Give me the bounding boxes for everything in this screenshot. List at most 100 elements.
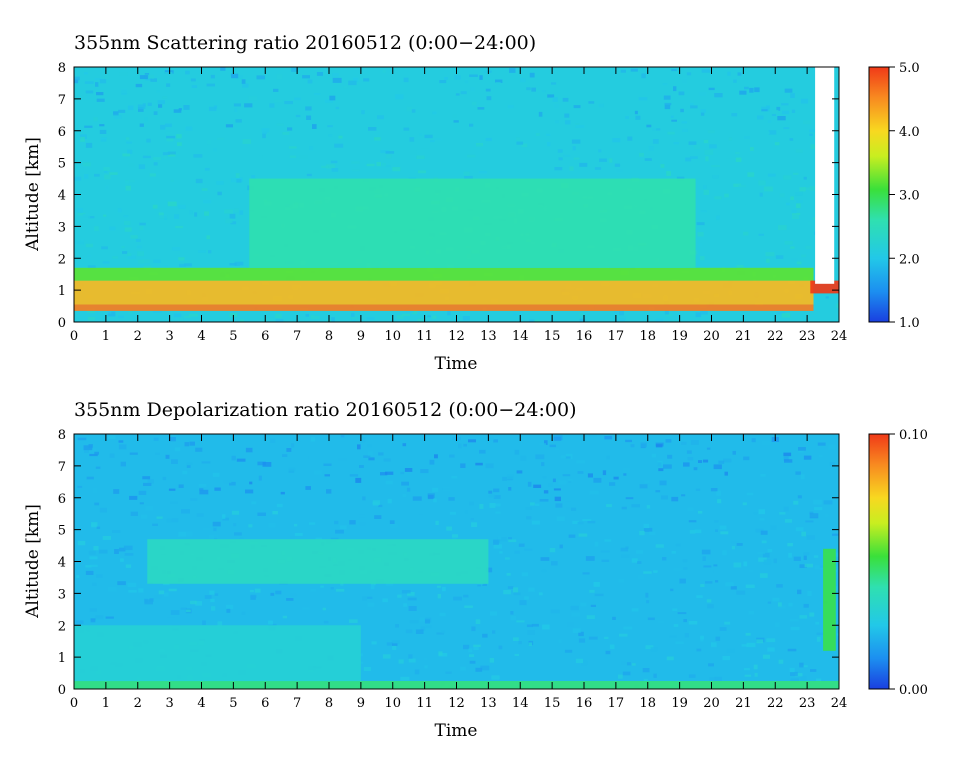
heatmap-speckle: [775, 255, 784, 259]
heatmap-speckle: [662, 557, 667, 561]
heatmap-speckle: [794, 191, 803, 196]
heatmap-speckle: [803, 552, 810, 556]
heatmap-speckle: [460, 666, 466, 671]
heatmap-speckle: [127, 582, 137, 587]
heatmap-speckle: [335, 588, 345, 592]
colorbar-tick-label: 3.0: [899, 189, 920, 204]
heatmap-speckle: [312, 124, 317, 129]
heatmap-speckle: [555, 503, 563, 508]
heatmap-speckle: [320, 585, 324, 588]
heatmap-speckle: [236, 458, 246, 462]
heatmap-speckle: [120, 558, 124, 562]
heatmap-speckle: [833, 552, 839, 557]
heatmap-speckle: [257, 461, 266, 466]
heatmap-speckle: [779, 193, 785, 198]
heatmap-speckle: [636, 550, 643, 554]
heatmap-speckle: [163, 156, 167, 159]
heatmap-speckle: [204, 595, 212, 599]
heatmap-speckle: [275, 313, 282, 319]
heatmap-speckle: [643, 523, 650, 529]
heatmap-speckle: [725, 582, 734, 587]
y-tick-label: 4: [58, 556, 66, 571]
heatmap-speckle: [653, 673, 657, 678]
heatmap-speckle: [289, 155, 297, 158]
heatmap-speckle: [665, 439, 672, 443]
heatmap-speckle: [353, 77, 359, 82]
heatmap-speckle: [74, 76, 80, 81]
y-tick-label: 7: [58, 93, 66, 108]
heatmap-speckle: [684, 633, 689, 638]
heatmap-speckle: [294, 97, 301, 101]
heatmap-speckle: [695, 312, 702, 318]
heatmap-speckle: [463, 443, 467, 447]
heatmap-speckle: [639, 152, 644, 157]
heatmap-speckle: [755, 528, 764, 533]
heatmap-speckle: [649, 531, 656, 535]
heatmap-speckle: [509, 68, 516, 73]
heatmap-speckle: [137, 251, 144, 257]
heatmap-speckle: [706, 599, 712, 603]
heatmap-speckle: [513, 587, 519, 593]
heatmap-speckle: [125, 185, 131, 191]
heatmap-speckle: [735, 157, 742, 162]
heatmap-speckle: [507, 586, 514, 589]
heatmap-speckle: [184, 315, 191, 318]
heatmap-speckle: [334, 143, 344, 148]
heatmap-speckle: [738, 184, 746, 188]
heatmap-speckle: [625, 497, 634, 500]
heatmap-speckle: [806, 535, 815, 540]
heatmap-speckle: [569, 166, 574, 171]
heatmap-speckle: [362, 496, 366, 501]
heatmap-speckle: [403, 127, 410, 131]
heatmap-speckle: [282, 132, 290, 135]
heatmap-speckle: [623, 626, 633, 630]
heatmap-speckle: [136, 245, 142, 249]
heatmap-speckle: [412, 496, 422, 501]
heatmap-speckle: [423, 657, 427, 660]
heatmap-speckle: [694, 144, 700, 150]
heatmap-speckle: [153, 437, 159, 441]
heatmap-speckle: [573, 105, 581, 109]
heatmap-speckle: [260, 318, 268, 322]
heatmap-speckle: [673, 624, 679, 627]
heatmap-speckle: [731, 541, 739, 544]
heatmap-speckle: [248, 96, 257, 101]
heatmap-speckle: [527, 630, 535, 635]
heatmap-speckle: [650, 647, 658, 652]
heatmap-speckle: [179, 318, 184, 322]
heatmap-speckle: [514, 550, 520, 554]
x-tick-label: 17: [608, 696, 625, 711]
heatmap-speckle: [173, 109, 182, 113]
heatmap-speckle: [799, 615, 808, 619]
heatmap-speckle: [524, 596, 529, 600]
heatmap-speckle: [107, 587, 117, 592]
heatmap-speckle: [381, 163, 386, 167]
heatmap-speckle: [766, 638, 776, 643]
heatmap-speckle: [455, 93, 460, 96]
depolarization-ratio-heatmap: [74, 434, 839, 689]
heatmap-speckle: [706, 447, 711, 450]
heatmap-speckle: [653, 570, 658, 573]
heatmap-speckle: [464, 80, 469, 84]
heatmap-speckle: [678, 91, 685, 96]
heatmap-speckle: [829, 462, 835, 467]
heatmap-speckle: [559, 544, 563, 549]
heatmap-speckle: [716, 490, 721, 496]
heatmap-speckle: [127, 310, 133, 314]
heatmap-speckle: [436, 585, 441, 588]
heatmap-speckle: [698, 92, 707, 96]
x-tick-label: 11: [416, 696, 433, 711]
heatmap-speckle: [790, 671, 798, 676]
heatmap-speckle: [94, 226, 99, 232]
heatmap-speckle: [118, 444, 127, 450]
heatmap-speckle: [85, 243, 93, 248]
heatmap-speckle: [670, 588, 674, 592]
heatmap-speckle: [251, 501, 257, 505]
heatmap-speckle: [156, 90, 161, 93]
heatmap-speckle: [798, 450, 804, 453]
heatmap-speckle: [587, 473, 593, 478]
heatmap-speckle: [305, 486, 311, 490]
x-tick-label: 15: [544, 696, 561, 711]
heatmap-speckle: [198, 484, 207, 487]
heatmap-speckle: [477, 107, 485, 110]
